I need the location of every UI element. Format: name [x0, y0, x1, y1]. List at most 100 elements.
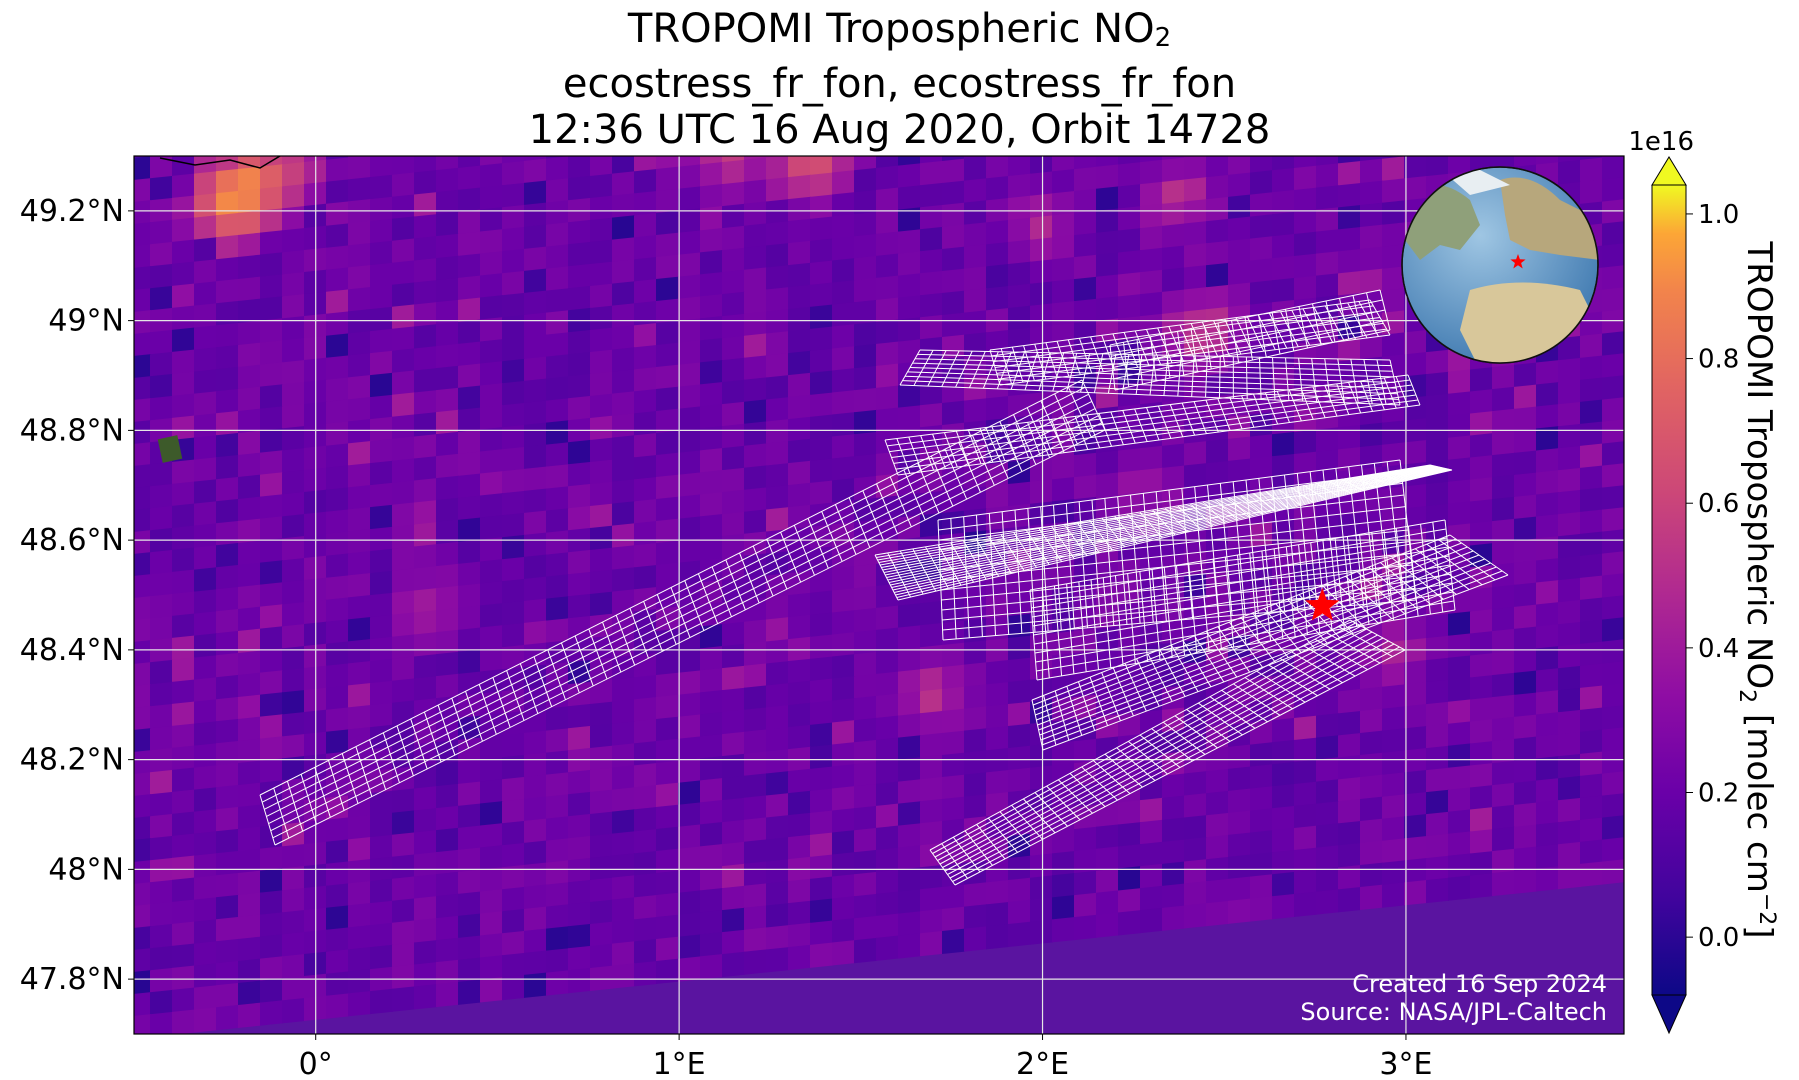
- no2-pixel: [326, 531, 349, 557]
- no2-pixel: [502, 732, 525, 759]
- no2-pixel: [854, 827, 877, 854]
- no2-pixel: [1426, 393, 1449, 420]
- no2-pixel: [744, 399, 767, 425]
- footprint-cell-edge: [268, 408, 1096, 825]
- no2-pixel: [854, 156, 877, 172]
- no2-pixel: [1096, 208, 1119, 234]
- no2-pixel: [1250, 16, 1273, 41]
- no2-pixel: [964, 882, 987, 908]
- no2-pixel: [480, 295, 503, 321]
- no2-pixel: [414, 566, 437, 592]
- no2-pixel: [260, 934, 283, 960]
- no2-pixel: [194, 919, 217, 945]
- no2-pixel: [1272, 453, 1295, 480]
- no2-pixel: [1602, 595, 1624, 621]
- footprint-cell-edge: [1040, 566, 1497, 741]
- no2-pixel: [348, 573, 371, 599]
- no2-pixel: [1470, 433, 1493, 459]
- no2-pixel: [194, 809, 217, 835]
- no2-pixel: [260, 714, 283, 740]
- no2-pixel: [260, 978, 283, 1004]
- no2-pixel: [238, 254, 261, 280]
- no2-pixel: [678, 252, 701, 278]
- no2-pixel: [1118, 866, 1141, 892]
- no2-pixel: [436, 519, 459, 546]
- no2-pixel: [568, 791, 591, 818]
- no2-pixel: [678, 384, 701, 410]
- no2-pixel: [502, 358, 525, 385]
- no2-pixel: [1492, 13, 1515, 38]
- no2-pixel: [590, 217, 613, 243]
- footprint-cell-edge: [994, 317, 1381, 368]
- no2-pixel: [656, 79, 679, 104]
- no2-pixel: [546, 750, 569, 776]
- footprint-cell-edge: [895, 399, 1419, 470]
- no2-pixel: [832, 808, 855, 834]
- no2-pixel: [568, 747, 591, 774]
- no2-pixel: [1052, 191, 1075, 217]
- no2-pixel: [1206, 790, 1229, 817]
- no2-pixel: [150, 835, 173, 862]
- no2-pixel: [1514, 868, 1537, 894]
- no2-pixel: [656, 870, 679, 897]
- no2-pixel: [1470, 719, 1493, 745]
- no2-pixel: [942, 708, 965, 734]
- no2-pixel: [964, 222, 987, 248]
- no2-pixel: [1272, 695, 1295, 722]
- no2-pixel: [1558, 116, 1581, 141]
- no2-pixel: [194, 347, 217, 373]
- no2-pixel: [700, 272, 723, 298]
- no2-pixel: [1162, 905, 1185, 931]
- no2-pixel: [414, 412, 437, 438]
- no2-pixel: [458, 407, 481, 433]
- no2-pixel: [260, 582, 283, 608]
- no2-pixel: [458, 495, 481, 521]
- no2-pixel: [282, 667, 305, 694]
- no2-pixel: [1272, 124, 1295, 149]
- no2-pixel: [1272, 805, 1295, 832]
- no2-pixel: [964, 794, 987, 820]
- no2-pixel: [612, 457, 635, 483]
- no2-pixel: [524, 752, 547, 778]
- no2-pixel: [1052, 917, 1075, 943]
- colorbar-label: TROPOMI Tropospheric NO2 [molec cm−2]: [1734, 240, 1779, 938]
- no2-pixel: [348, 287, 371, 313]
- no2-pixel: [1470, 873, 1493, 899]
- no2-pixel: [172, 635, 195, 661]
- no2-pixel: [1030, 677, 1053, 703]
- no2-pixel: [524, 774, 547, 800]
- no2-pixel: [1536, 156, 1559, 166]
- no2-pixel: [1404, 44, 1427, 69]
- no2-pixel: [1382, 684, 1405, 710]
- no2-pixel: [134, 354, 151, 380]
- no2-pixel: [1492, 364, 1515, 391]
- no2-pixel: [656, 188, 679, 215]
- no2-pixel: [1316, 405, 1339, 431]
- no2-pixel: [1338, 204, 1361, 231]
- no2-pixel: [986, 395, 1009, 422]
- no2-pixel: [1052, 455, 1075, 481]
- footprint-cell-edge: [1042, 574, 1509, 751]
- no2-pixel: [134, 728, 151, 754]
- no2-pixel: [194, 831, 217, 857]
- no2-pixel: [502, 248, 525, 275]
- no2-pixel: [1338, 358, 1361, 385]
- footprint-cell-edge: [1109, 289, 1381, 346]
- no2-pixel: [656, 298, 679, 325]
- no2-pixel: [766, 551, 789, 577]
- no2-pixel: [744, 443, 767, 469]
- no2-pixel: [326, 993, 349, 1019]
- no2-pixel: [1602, 89, 1625, 114]
- no2-pixel: [1294, 12, 1317, 37]
- no2-pixel: [172, 701, 195, 727]
- no2-pixel: [392, 156, 415, 176]
- no2-pixel: [788, 438, 811, 465]
- no2-pixel: [678, 340, 701, 366]
- no2-pixel: [898, 933, 921, 959]
- no2-pixel: [1206, 262, 1229, 289]
- no2-pixel: [458, 429, 481, 455]
- no2-pixel: [1272, 80, 1295, 105]
- no2-pixel: [1338, 336, 1361, 363]
- no2-pixel: [700, 536, 723, 562]
- no2-pixel: [722, 489, 745, 516]
